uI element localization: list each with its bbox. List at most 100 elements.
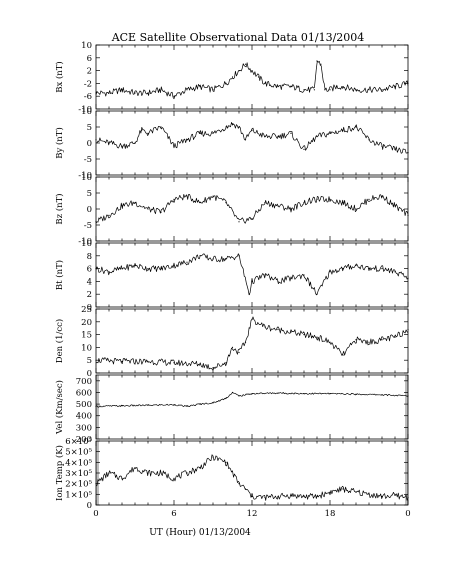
y-tick-label: 700 [76, 377, 92, 387]
data-point [134, 264, 136, 266]
data-point [342, 86, 344, 88]
data-point [134, 142, 136, 144]
data-point [277, 280, 279, 282]
y-tick-label: 0 [87, 139, 92, 149]
data-point [238, 70, 240, 72]
data-point [121, 477, 123, 479]
data-point [173, 264, 175, 266]
y-axis-label: Ion Temp (K) [54, 445, 65, 501]
data-point [316, 336, 318, 338]
data-point [251, 318, 253, 320]
data-point [212, 132, 214, 134]
data-point [147, 360, 149, 363]
data-point [121, 205, 123, 207]
y-tick-label: 5×10⁵ [65, 448, 92, 458]
data-point [147, 92, 149, 94]
y-tick-label: 6×10⁵ [65, 437, 92, 447]
data-point [212, 195, 214, 197]
y-tick-label: 2 [87, 290, 92, 300]
data-point [212, 402, 214, 404]
data-point [329, 198, 331, 200]
data-point [238, 483, 240, 485]
data-point [186, 139, 188, 141]
data-point [277, 205, 279, 207]
data-point [121, 145, 123, 147]
data-point [290, 494, 292, 496]
data-point [303, 495, 305, 498]
data-point [303, 202, 305, 204]
y-tick-label: 600 [76, 388, 92, 398]
y-tick-label: 300 [76, 423, 92, 433]
data-point [290, 132, 292, 134]
y-tick-label: -10 [78, 105, 92, 115]
data-point [225, 202, 227, 204]
data-point [160, 126, 162, 128]
data-point [199, 467, 201, 469]
series-line [95, 253, 409, 296]
series-line [95, 60, 409, 100]
data-point [368, 341, 370, 343]
data-point [160, 268, 162, 270]
data-point [95, 139, 97, 141]
data-point [407, 277, 409, 279]
y-tick-label: 10 [81, 173, 92, 183]
panel-frame [95, 44, 409, 110]
data-point [394, 494, 396, 496]
data-point [303, 89, 305, 91]
data-point [316, 293, 318, 295]
data-point [251, 218, 253, 220]
data-point [173, 95, 175, 97]
data-point [199, 86, 201, 88]
data-point [231, 346, 234, 348]
data-point [394, 148, 396, 150]
data-point [368, 493, 370, 495]
y-tick-label: 10 [81, 239, 92, 249]
y-tick-label: 5 [87, 356, 92, 366]
data-point [244, 63, 247, 65]
data-point [212, 456, 214, 458]
data-point [264, 274, 266, 276]
data-point [147, 472, 149, 474]
data-point [368, 198, 370, 200]
x-tick-label: 18 [325, 509, 336, 519]
y-tick-label: 0 [87, 369, 92, 379]
y-tick-label: 400 [76, 412, 92, 422]
data-point [212, 89, 214, 91]
y-tick-label: 20 [81, 318, 92, 328]
y-tick-label: 6 [87, 54, 92, 64]
y-axis-label: Bt (nT) [54, 260, 65, 290]
y-tick-label: 0 [87, 205, 92, 215]
data-point [303, 148, 305, 150]
y-tick-label: -2 [84, 79, 92, 89]
data-point [368, 268, 370, 270]
data-point [277, 328, 279, 331]
x-axis-label: UT (Hour) 01/13/2004 [149, 527, 251, 538]
data-point [147, 132, 149, 134]
series-line [95, 316, 409, 371]
data-point [173, 404, 175, 406]
data-point [335, 86, 338, 88]
data-point [95, 405, 97, 408]
data-point [381, 495, 383, 498]
y-tick-label: 2×10⁵ [65, 480, 92, 490]
data-point [173, 362, 175, 364]
data-point [147, 404, 149, 406]
y-tick-label: -5 [84, 155, 92, 165]
panel-5: 25 20 15 10 5 0 Den (1/cc) [54, 305, 409, 379]
y-tick-label: 10 [81, 343, 92, 353]
data-point [231, 76, 234, 78]
y-tick-label: 10 [81, 41, 92, 51]
data-point [147, 268, 149, 270]
data-point [225, 126, 227, 128]
data-point [251, 393, 253, 395]
y-axis-label: Bz (nT) [54, 193, 65, 224]
data-point [407, 328, 409, 331]
data-point [225, 362, 227, 364]
data-point [134, 92, 136, 94]
data-point [355, 126, 357, 128]
y-tick-label: -6 [84, 92, 92, 102]
data-point [140, 129, 143, 131]
data-point [381, 145, 383, 147]
